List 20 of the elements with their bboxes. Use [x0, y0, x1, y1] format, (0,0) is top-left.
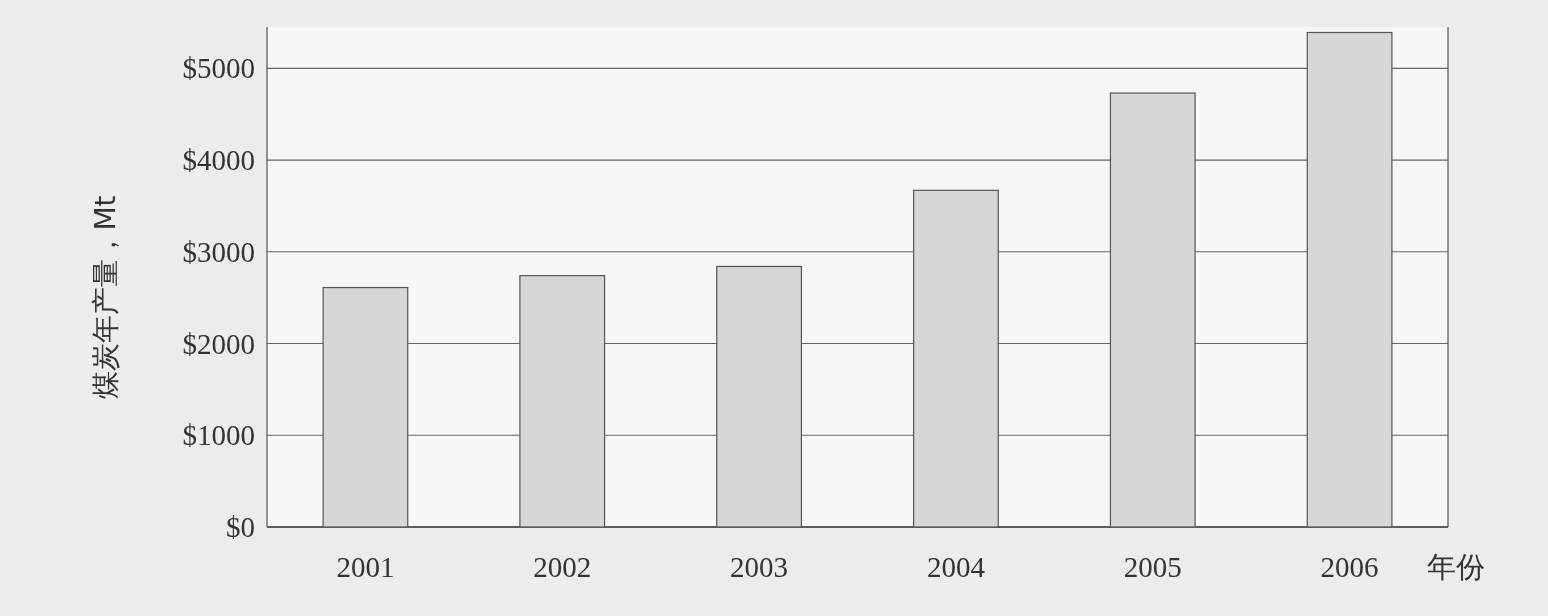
bar: [913, 189, 999, 528]
y-tick-label: $2000: [182, 327, 255, 360]
bar: [322, 286, 409, 528]
bar: [716, 265, 802, 528]
y-axis-title: 煤炭年产量，Mt: [89, 195, 122, 399]
y-tick-label: $1000: [182, 419, 255, 452]
x-tick-label: 2001: [336, 551, 395, 583]
x-tick-label: 2005: [1123, 551, 1182, 583]
y-tick-label: $3000: [182, 235, 255, 268]
bar: [519, 275, 606, 528]
bar: [1306, 31, 1393, 528]
x-tick-label: 2003: [730, 551, 789, 583]
x-tick-label: 2004: [926, 551, 986, 583]
y-tick-label: $5000: [182, 52, 255, 85]
x-axis-title: 年份: [1427, 550, 1485, 584]
x-tick-label: 2006: [1320, 551, 1379, 583]
bar: [1109, 92, 1196, 528]
y-tick-label: $0: [226, 511, 255, 543]
y-tick-label: $4000: [182, 144, 255, 177]
x-tick-label: 2002: [533, 551, 592, 583]
